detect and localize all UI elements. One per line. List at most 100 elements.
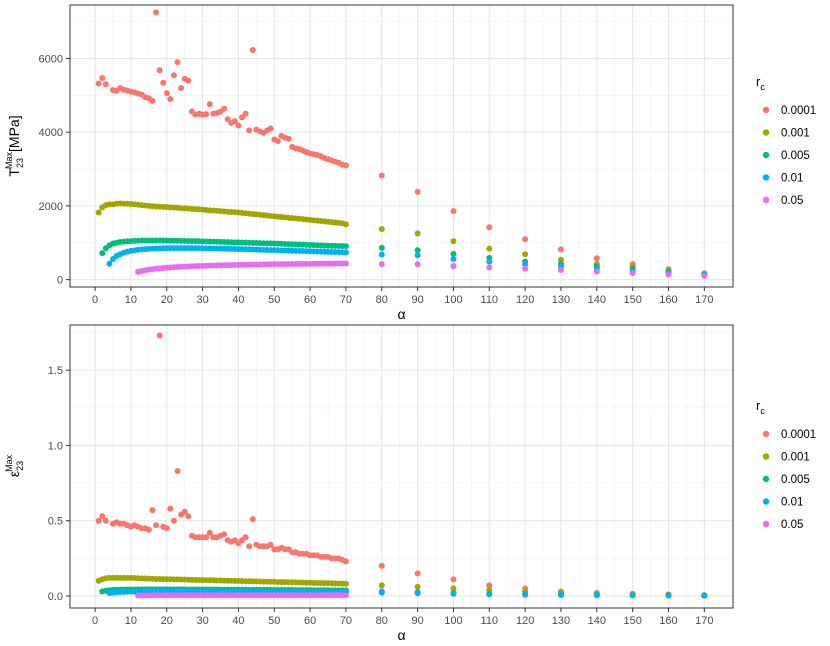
data-point bbox=[414, 188, 421, 195]
legend-title: rc bbox=[756, 74, 765, 92]
y-axis-title-text: T23Max[MPa] bbox=[4, 115, 25, 176]
y-axis-title-unit: [MPa] bbox=[6, 115, 22, 152]
series-0.05 bbox=[135, 260, 708, 279]
data-point bbox=[450, 585, 457, 592]
data-point bbox=[178, 84, 185, 91]
x-tick-label: 140 bbox=[588, 294, 606, 306]
data-point bbox=[701, 272, 708, 279]
data-point bbox=[414, 570, 421, 577]
x-tick-label: 20 bbox=[161, 294, 173, 306]
data-point bbox=[181, 508, 188, 515]
data-point bbox=[342, 162, 349, 169]
data-point bbox=[239, 114, 246, 121]
data-point bbox=[378, 251, 385, 258]
x-tick-label: 70 bbox=[340, 615, 352, 627]
data-point bbox=[153, 522, 160, 529]
legend-label: 0.005 bbox=[781, 150, 810, 162]
data-point bbox=[450, 262, 457, 269]
data-point bbox=[557, 246, 564, 253]
data-point bbox=[203, 111, 210, 118]
x-tick-label: 150 bbox=[623, 294, 641, 306]
plot-background bbox=[70, 5, 733, 287]
data-point bbox=[99, 250, 106, 257]
x-tick-label: 30 bbox=[196, 294, 208, 306]
data-point bbox=[267, 541, 274, 548]
data-point bbox=[342, 243, 349, 250]
data-point bbox=[342, 558, 349, 565]
data-point bbox=[450, 208, 457, 215]
x-tick-label: 150 bbox=[623, 615, 641, 627]
legend: rc 0.0001 0.001 0.005 0.01 0.05 bbox=[756, 74, 816, 207]
data-point bbox=[486, 245, 493, 252]
y-axis-title-main: ε bbox=[6, 471, 22, 477]
data-point bbox=[145, 526, 152, 533]
series-0.01 bbox=[106, 245, 708, 278]
data-point bbox=[95, 517, 102, 524]
data-point bbox=[486, 582, 493, 589]
legend-key bbox=[762, 106, 770, 114]
legend-key bbox=[762, 129, 770, 136]
data-point bbox=[242, 110, 249, 117]
series-0.0001 bbox=[95, 9, 708, 277]
x-tick-label: 10 bbox=[125, 294, 137, 306]
x-tick-label: 110 bbox=[481, 294, 499, 306]
y-tick-label: 1.0 bbox=[48, 440, 63, 452]
data-point bbox=[106, 260, 113, 267]
data-point bbox=[378, 244, 385, 251]
x-tick-label: 70 bbox=[340, 294, 352, 306]
x-tick-label: 120 bbox=[516, 294, 534, 306]
x-tick-label: 50 bbox=[268, 294, 280, 306]
data-point bbox=[242, 534, 249, 541]
data-point bbox=[378, 589, 385, 596]
data-point bbox=[378, 562, 385, 569]
data-point bbox=[522, 251, 529, 258]
data-point bbox=[486, 591, 493, 598]
y-tick-label: 0 bbox=[57, 275, 63, 287]
data-point bbox=[156, 67, 163, 74]
data-point bbox=[378, 172, 385, 179]
series-0.001 bbox=[95, 200, 708, 277]
x-tick-label: 60 bbox=[304, 294, 316, 306]
data-point bbox=[185, 77, 192, 84]
legend-key bbox=[762, 520, 770, 528]
data-point bbox=[522, 236, 529, 243]
data-point bbox=[221, 105, 228, 112]
series-0.05 bbox=[135, 592, 349, 599]
legend-label: 0.0001 bbox=[781, 105, 816, 117]
x-tick-label: 80 bbox=[376, 294, 388, 306]
y-axis-title-sup: Max bbox=[4, 454, 14, 472]
x-tick-label: 50 bbox=[268, 615, 280, 627]
y-tick-label: 0.0 bbox=[48, 591, 63, 603]
legend-key bbox=[762, 151, 770, 159]
data-point bbox=[274, 138, 281, 145]
data-point bbox=[378, 582, 385, 589]
x-tick-label: 170 bbox=[695, 615, 713, 627]
y-axis-title-sub: 23 bbox=[15, 158, 25, 168]
data-point bbox=[246, 543, 253, 550]
data-point bbox=[378, 261, 385, 268]
y-tick-label: 0.5 bbox=[48, 516, 63, 528]
y-axis-title: T23Max[MPa] bbox=[4, 115, 25, 176]
x-tick-label: 140 bbox=[588, 615, 606, 627]
panel-border bbox=[69, 4, 734, 288]
data-point bbox=[450, 576, 457, 583]
data-point bbox=[486, 258, 493, 265]
data-point bbox=[224, 116, 231, 123]
panel-border bbox=[69, 324, 734, 609]
chart-panel-2: 0 10 20 30 40 50 60 70 80 90 100 110 120 130 140 150 160… bbox=[4, 324, 816, 643]
data-point bbox=[246, 127, 253, 134]
legend-key bbox=[762, 453, 770, 460]
data-point bbox=[701, 592, 708, 599]
data-point bbox=[414, 247, 421, 254]
data-point bbox=[95, 80, 102, 87]
x-tick-label: 100 bbox=[444, 615, 462, 627]
x-tick-label: 110 bbox=[481, 615, 499, 627]
y-axis-title-sup: Max bbox=[4, 152, 14, 170]
chart-panel-1: 0 10 20 30 40 50 60 70 80 90 100 110 120 130 140 150 160… bbox=[4, 4, 816, 322]
x-tick-label: 90 bbox=[412, 294, 424, 306]
legend-label: 0.005 bbox=[781, 474, 810, 486]
legend-label: 0.001 bbox=[781, 128, 810, 140]
data-point bbox=[342, 260, 349, 267]
x-tick-label: 40 bbox=[232, 615, 244, 627]
